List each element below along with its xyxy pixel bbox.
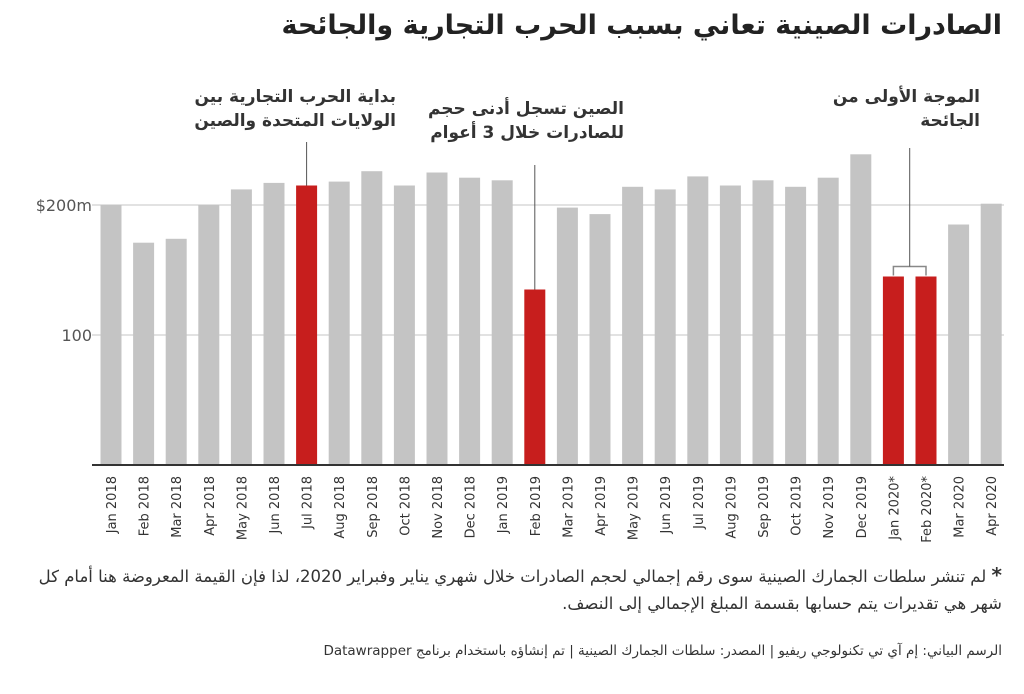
bar bbox=[948, 224, 970, 465]
annotation-bracket bbox=[892, 265, 927, 276]
x-tick-label: Sep 2018 bbox=[366, 476, 381, 538]
x-tick-label: Nov 2019 bbox=[822, 476, 837, 539]
bar bbox=[556, 207, 578, 465]
annotation-text: بداية الحرب التجارية بين bbox=[195, 87, 397, 107]
bar bbox=[850, 154, 872, 466]
x-tick-label: Jan 2020* bbox=[887, 476, 902, 541]
x-tick-label: Aug 2018 bbox=[333, 476, 348, 539]
bar bbox=[915, 276, 937, 465]
annotation-text: الصين تسجل أدنى حجم bbox=[428, 97, 624, 119]
x-tick-label: Feb 2019 bbox=[529, 476, 544, 536]
bar bbox=[263, 182, 285, 465]
x-tick-label: Oct 2019 bbox=[790, 476, 805, 536]
bar bbox=[687, 176, 709, 465]
bar bbox=[491, 180, 513, 466]
bar bbox=[230, 189, 252, 465]
annotation-text: الولايات المتحدة والصين bbox=[194, 111, 396, 131]
x-tick-label: Aug 2019 bbox=[724, 476, 739, 539]
x-tick-label: Mar 2018 bbox=[170, 476, 185, 538]
x-tick-label: Jan 2018 bbox=[105, 476, 120, 534]
bar bbox=[589, 214, 611, 465]
bar bbox=[785, 186, 807, 466]
x-tick-label: May 2019 bbox=[627, 476, 642, 540]
footnote-text: لم تنشر سلطات الجمارك الصينية سوى رقم إج… bbox=[38, 567, 1002, 613]
x-tick-label: Sep 2019 bbox=[757, 476, 772, 538]
bar-chart: 100 $200m Jan 2018 Feb 2018 Mar 2018 Apr 2018… bbox=[36, 86, 1004, 543]
bar bbox=[654, 189, 676, 465]
bar bbox=[622, 186, 644, 466]
credit-line: الرسم البياني: إم آي تي تكنولوجي ريفيو |… bbox=[323, 643, 1002, 659]
x-tick-label: Apr 2020 bbox=[985, 476, 1000, 536]
annotation-text: الجائحة bbox=[920, 111, 980, 131]
x-tick-label: Jun 2019 bbox=[659, 476, 674, 535]
bar bbox=[882, 276, 904, 465]
bar bbox=[296, 185, 318, 465]
bar bbox=[719, 185, 741, 465]
footnote-star: * bbox=[991, 563, 1002, 587]
footnote: * لم تنشر سلطات الجمارك الصينية سوى رقم … bbox=[12, 562, 1002, 617]
bar bbox=[426, 172, 448, 465]
y-tick-label: 100 bbox=[61, 326, 92, 345]
bar bbox=[980, 203, 1002, 465]
x-tick-label: Jul 2018 bbox=[301, 476, 316, 530]
bar bbox=[198, 205, 220, 465]
bar bbox=[133, 242, 155, 465]
x-tick-label: Feb 2018 bbox=[138, 476, 153, 536]
x-tick-label: Oct 2018 bbox=[398, 476, 413, 536]
chart-title: الصادرات الصينية تعاني بسبب الحرب التجار… bbox=[281, 10, 1002, 41]
x-tick-label: Jun 2018 bbox=[268, 476, 283, 535]
x-tick-label: Nov 2018 bbox=[431, 476, 446, 539]
bar bbox=[817, 177, 839, 465]
annotation-text: للصادرات خلال 3 أعوام bbox=[430, 121, 624, 143]
x-tick-label: Apr 2018 bbox=[203, 476, 218, 536]
bar bbox=[100, 205, 122, 465]
x-tick-label: Mar 2020 bbox=[953, 476, 968, 538]
annotation-text: الموجة الأولى من bbox=[833, 86, 980, 107]
x-tick-label: Dec 2018 bbox=[464, 476, 479, 538]
x-tick-label: Jul 2019 bbox=[692, 476, 707, 530]
x-tick-label: Jan 2019 bbox=[496, 476, 511, 534]
x-tick-label: Dec 2019 bbox=[855, 476, 870, 538]
x-tick-label: Mar 2019 bbox=[561, 476, 576, 538]
x-tick-label: May 2018 bbox=[235, 476, 250, 540]
bar bbox=[361, 171, 383, 465]
x-tick-label: Apr 2019 bbox=[594, 476, 609, 536]
x-tick-label: Feb 2020* bbox=[920, 476, 935, 543]
bar bbox=[524, 289, 546, 465]
bar bbox=[752, 180, 774, 466]
bar bbox=[165, 238, 187, 465]
y-tick-label: $200m bbox=[36, 196, 92, 215]
bar bbox=[328, 181, 350, 465]
bar bbox=[459, 177, 481, 465]
bar bbox=[393, 185, 415, 465]
